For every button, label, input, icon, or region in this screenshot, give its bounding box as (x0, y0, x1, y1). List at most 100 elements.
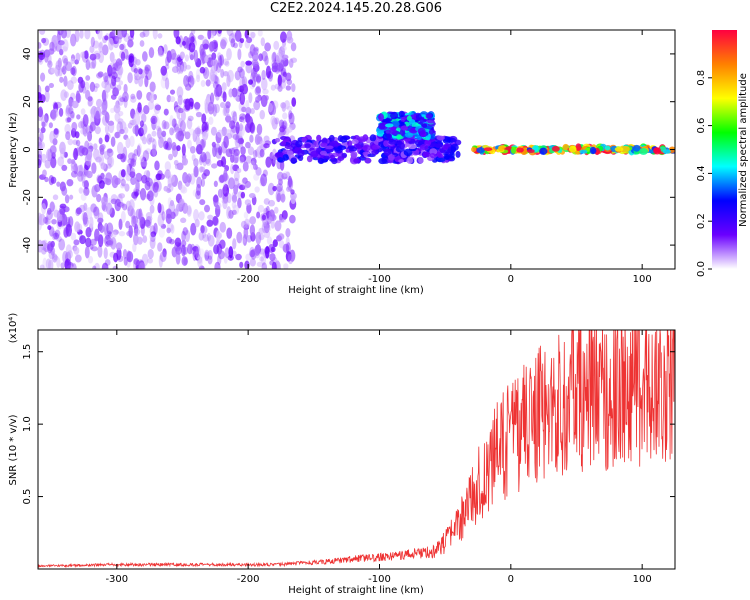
spectrogram-cell (55, 235, 62, 242)
spectrogram-cell (202, 234, 210, 242)
spectrogram-cell (157, 202, 162, 214)
spectrogram-cell (209, 71, 216, 85)
spectrogram-cell (136, 145, 141, 157)
spectrogram-cell (103, 150, 110, 160)
snr-frame (37, 329, 676, 570)
spectrogram-cell (123, 95, 128, 109)
spectrogram-cell (176, 61, 182, 75)
spectrogram-cell (219, 221, 227, 233)
spectrogram-cell (138, 260, 145, 269)
spectrogram-cell (274, 220, 282, 232)
spectrogram-cell (76, 164, 83, 177)
spectrogram-cell (182, 227, 189, 236)
spectrogram-cell (44, 176, 49, 183)
spectrogram-cell (268, 102, 273, 113)
spectrogram-cell (290, 57, 298, 63)
spectrogram-cell (378, 113, 385, 122)
spectrogram-cell (244, 260, 250, 269)
spectrogram-cell (50, 156, 57, 169)
spectrogram-cell (133, 228, 141, 236)
spectrogram-cell (226, 227, 233, 239)
spectrogram-cell (239, 113, 247, 120)
spectrogram-cell (200, 225, 205, 234)
spectrogram-cell (57, 156, 65, 167)
spectrogram-cell (109, 81, 117, 90)
spectrogram-cell (47, 60, 53, 69)
spectrogram-cell (39, 131, 44, 142)
spectrogram-cell (122, 203, 128, 211)
spectrogram-cell (39, 30, 46, 35)
spectrogram-cell (280, 140, 287, 146)
spectrogram-cell (429, 152, 436, 159)
spectrogram-cell (280, 45, 285, 52)
spectrogram-cell (388, 154, 395, 161)
spectrogram-cell (154, 160, 160, 171)
spectrogram-cell (116, 30, 124, 40)
spectrogram-cell (38, 141, 43, 151)
spectrogram-cell (108, 73, 113, 79)
spectrogram-cell (232, 134, 240, 141)
spectrogram-cell (428, 129, 435, 135)
y-tick-label: 1.5 (22, 344, 33, 360)
spectrogram-cell (114, 131, 120, 139)
spectrogram-cell (255, 167, 262, 176)
spectrogram-cell (78, 187, 84, 194)
spectrogram-cell (38, 213, 46, 226)
spectrogram-cell (209, 92, 215, 105)
spectrogram-cell (252, 73, 260, 82)
spectrogram-cell (97, 217, 104, 224)
spectrogram-cell (207, 214, 214, 220)
spectrogram-cell (285, 186, 292, 192)
spectrogram-cell (230, 38, 236, 48)
spectrogram-cell (215, 202, 222, 210)
spectrogram-cell (231, 191, 237, 201)
spectrogram-cell (245, 155, 252, 164)
y-tick-label: -20 (22, 189, 33, 205)
spectrogram-cell (216, 160, 224, 167)
spectrogram-cell (166, 236, 173, 244)
spectrogram-cell (116, 84, 122, 91)
spectrogram-cell (261, 221, 268, 234)
spectrogram-cell (195, 68, 201, 80)
spectrogram-cell (259, 140, 267, 153)
spectrogram-cell (189, 54, 194, 61)
spectrogram-cell (241, 114, 246, 124)
spectrogram-cell (133, 112, 141, 126)
spectrogram-cell (179, 120, 186, 132)
spectrogram-cell (262, 169, 268, 177)
spectrogram-cell (243, 211, 249, 219)
spectrogram-cell (288, 112, 295, 125)
spectrogram-cell (224, 115, 232, 123)
spectrogram-cell (176, 54, 182, 68)
spectrogram-cell (264, 55, 269, 66)
spectrogram-cell (398, 159, 405, 163)
spectrogram-cell (282, 171, 290, 177)
snr-x-ticks: -300 -200 -100 0 100 (105, 330, 652, 585)
spectrogram-cell (51, 109, 57, 121)
spectrogram-cell (178, 64, 184, 74)
spectrogram-cell (97, 244, 103, 258)
spectrogram-cell (139, 187, 147, 201)
spectrogram-cell (105, 132, 111, 140)
spectrogram-cell (74, 131, 80, 139)
spectrogram-cell (212, 81, 219, 89)
spectrogram-cell (174, 237, 182, 247)
spectrogram-cell (127, 39, 134, 48)
spectrogram-cell (278, 217, 286, 223)
spectrogram-cell (103, 247, 108, 260)
spectrogram-cell (186, 118, 193, 130)
spectrogram-cell (231, 87, 238, 98)
spectrogram-cell (285, 251, 292, 262)
spectrogram-cell (216, 129, 224, 138)
spectrogram-cell (106, 163, 112, 169)
spectrogram-cell (236, 168, 242, 174)
spectrogram-cell (204, 251, 209, 262)
spectrogram-cell (222, 183, 230, 197)
spectrogram-cell (272, 185, 277, 192)
spectrogram-cell (149, 93, 155, 104)
spectrogram-cell (91, 246, 98, 252)
spectrogram-cell (259, 177, 265, 187)
spectrogram-cell (181, 157, 189, 166)
spectrogram-cell (82, 124, 88, 137)
spectrogram-cell (197, 34, 205, 40)
